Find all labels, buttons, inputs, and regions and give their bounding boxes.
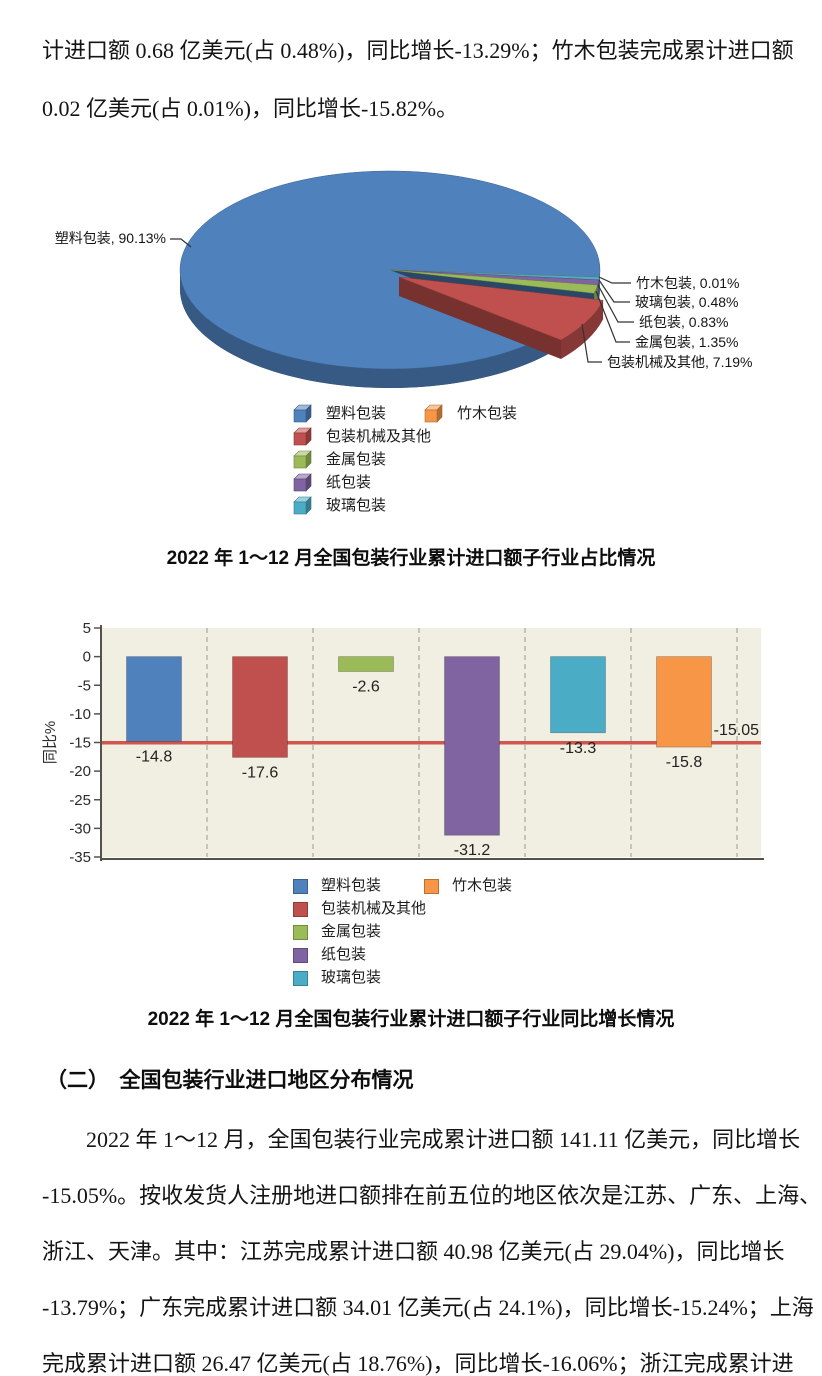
legend-square-icon	[293, 878, 308, 894]
bottom-paragraph-line-4: -13.79%；广东完成累计进口额 34.01 亿美元(占 24.1%)，同比增…	[42, 1295, 814, 1320]
bar-legend-label: 塑料包装	[321, 877, 382, 894]
bar-1	[232, 656, 288, 758]
pie-legend-item: 包装机械及其他	[293, 427, 431, 447]
bar-5	[656, 656, 712, 748]
bar-legend-label: 竹木包装	[452, 877, 513, 894]
legend-cube-icon	[424, 404, 443, 423]
pie-callout-line	[598, 279, 630, 303]
legend-square-icon	[424, 878, 439, 894]
bar-value-label: -17.6	[242, 764, 279, 781]
bottom-paragraph-line-5: 完成累计进口额 26.47 亿美元(占 18.76%)，同比增长-16.06%；…	[42, 1351, 794, 1376]
pie-callout-line	[170, 238, 192, 248]
pie-legend-label: 金属包装	[326, 451, 387, 468]
y-tick-label: 0	[83, 649, 91, 666]
bar-value-label: -15.8	[666, 754, 703, 771]
bar-legend-label: 金属包装	[321, 923, 382, 940]
pie-legend-item: 纸包装	[293, 473, 371, 493]
bar-value-label: -14.8	[136, 748, 173, 765]
y-tick-label: -20	[69, 763, 91, 780]
legend-cube-icon	[293, 473, 312, 492]
pie-chart-canvas: 塑料包装, 90.13% 竹木包装, 0.01% 玻璃包装, 0.48% 纸包装, 0…	[55, 170, 752, 389]
bar-value-label: -31.2	[454, 842, 491, 859]
pie-legend-label: 纸包装	[326, 474, 372, 491]
legend-cube-icon	[293, 450, 312, 469]
top-paragraph-line-2: 0.02 亿美元(占 0.01%)，同比增长-15.82%。	[42, 96, 459, 121]
bottom-paragraph: 2022 年 1～12 月，全国包装行业完成累计进口额 141.11 亿美元，同…	[42, 1112, 822, 1376]
bottom-paragraph-line-1: 2022 年 1～12 月，全国包装行业完成累计进口额 141.11 亿美元，同…	[86, 1127, 801, 1152]
pie-callout-label: 包装机械及其他, 7.19%	[607, 354, 752, 370]
legend-cube-icon	[293, 496, 312, 515]
pie-cut-face-exploded	[399, 277, 561, 359]
bar-value-label: -13.3	[560, 740, 597, 757]
legend-square-icon	[293, 970, 308, 986]
pie-legend-item: 金属包装	[293, 450, 386, 470]
y-tick-label: -30	[69, 820, 91, 837]
bar-legend-item: 塑料包装	[293, 876, 381, 896]
pie-legend-label: 玻璃包装	[326, 497, 387, 514]
y-tick-label: -25	[69, 792, 91, 809]
pie-callout-line	[597, 284, 634, 323]
bottom-paragraph-line-2: -15.05%。按收发货人注册地进口额排在前五位的地区依次是江苏、广东、上海、	[42, 1183, 822, 1208]
top-paragraph-line-1: 计进口额 0.68 亿美元(占 0.48%)，同比增长-13.29%；竹木包装完…	[42, 38, 794, 63]
y-tick-label: 5	[83, 620, 91, 637]
y-tick-label: -5	[78, 677, 91, 694]
pie-callout-label: 玻璃包装, 0.48%	[635, 294, 738, 310]
pie-slice-3	[389, 269, 598, 294]
y-tick-label: -15	[69, 735, 91, 752]
bar-legend-label: 玻璃包装	[321, 969, 382, 986]
pie-slice-4	[398, 276, 604, 341]
pie-callout-line	[595, 290, 630, 343]
bar-chart-canvas: 5 0 -5 -10 -15 -20 -25 -30 -35 同比% -14.8 -17.6 -2.6 -…	[42, 620, 764, 866]
bar-legend-item: 竹木包装	[424, 876, 512, 896]
bar-legend-label: 纸包装	[321, 946, 367, 963]
pie-legend-item: 竹木包装	[424, 404, 517, 424]
pie-callout-label: 纸包装, 0.83%	[639, 314, 728, 330]
y-axis-title: 同比%	[42, 721, 59, 764]
pie-legend: 塑料包装包装机械及其他 金属包装纸包装玻璃包装 竹木包装	[293, 404, 613, 522]
bar-3	[444, 656, 500, 836]
legend-square-icon	[293, 924, 308, 940]
pie-callout-label: 竹木包装, 0.01%	[636, 275, 739, 291]
legend-square-icon	[293, 901, 308, 917]
pie-legend-label: 竹木包装	[457, 405, 518, 422]
bar-legend-item: 金属包装	[293, 922, 381, 942]
reference-line-label: -15.05	[714, 722, 759, 739]
pie-callout-line	[581, 323, 602, 363]
pie-legend-label: 塑料包装	[326, 405, 387, 422]
y-tick-label: -10	[69, 706, 91, 723]
pie-callout-label: 金属包装, 1.35%	[635, 334, 738, 350]
legend-cube-icon	[293, 427, 312, 446]
section-heading: （二） 全国包装行业进口地区分布情况	[46, 1069, 414, 1092]
legend-square-icon	[293, 947, 308, 963]
y-tick-label: -35	[69, 849, 91, 866]
bar-legend-item: 包装机械及其他	[293, 899, 426, 919]
pie-legend-label: 包装机械及其他	[326, 428, 432, 445]
pie-callout-line	[598, 276, 631, 284]
pie-legend-item: 塑料包装	[293, 404, 386, 424]
bar-chart: 5 0 -5 -10 -15 -20 -25 -30 -35 同比% -14.8 -17.6 -2.6 -…	[40, 618, 800, 870]
pie-wall-main	[180, 270, 552, 389]
bar-legend-label: 包装机械及其他	[321, 900, 427, 917]
bar-legend-item: 纸包装	[293, 945, 366, 965]
bottom-paragraph-line-3: 浙江、天津。其中：江苏完成累计进口额 40.98 亿美元(占 29.04%)，同…	[42, 1239, 785, 1264]
bar-value-label: -2.6	[352, 679, 380, 696]
bar-0	[126, 656, 182, 742]
bar-4	[550, 656, 606, 734]
pie-callout-label: 塑料包装, 90.13%	[55, 230, 166, 246]
pie-legend-item: 玻璃包装	[293, 496, 386, 516]
pie-chart-title: 2022 年 1～12 月全国包装行业累计进口额子行业占比情况	[166, 548, 656, 569]
top-paragraph: 计进口额 0.68 亿美元(占 0.48%)，同比增长-13.29%；竹木包装完…	[42, 22, 794, 138]
bar-legend-item: 玻璃包装	[293, 968, 381, 988]
pie-chart: 塑料包装, 90.13% 竹木包装, 0.01% 玻璃包装, 0.48% 纸包装, 0…	[40, 148, 800, 406]
bar-legend: 塑料包装包装机械及其他 金属包装纸包装玻璃包装 竹木包装	[293, 876, 613, 994]
pie-wall-exploded	[561, 300, 604, 359]
bar-2	[338, 656, 394, 672]
legend-cube-icon	[293, 404, 312, 423]
bar-chart-title: 2022 年 1～12 月全国包装行业累计进口额子行业同比增长情况	[147, 1009, 675, 1030]
